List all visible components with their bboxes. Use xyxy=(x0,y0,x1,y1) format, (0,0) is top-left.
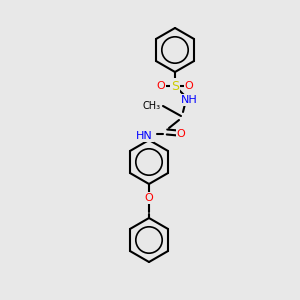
Text: O: O xyxy=(177,129,185,139)
Text: O: O xyxy=(145,193,153,203)
Text: HN: HN xyxy=(136,131,153,141)
Text: NH: NH xyxy=(181,95,197,105)
Text: CH₃: CH₃ xyxy=(143,101,161,111)
Text: O: O xyxy=(184,81,194,91)
Text: S: S xyxy=(171,80,179,92)
Text: O: O xyxy=(157,81,165,91)
